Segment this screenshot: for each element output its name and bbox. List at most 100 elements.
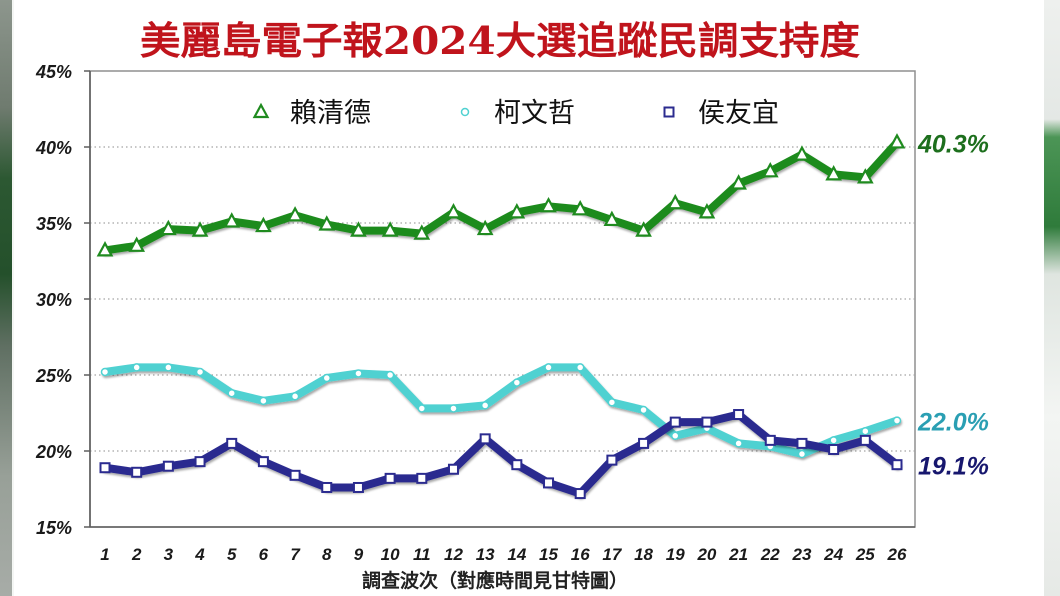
- x-tick-label: 15: [539, 545, 558, 564]
- x-tick-label: 11: [413, 545, 431, 564]
- x-axis-label: 調查波次（對應時間見甘特圖）: [362, 569, 628, 592]
- x-tick-label: 26: [887, 545, 907, 564]
- x-tick-label: 22: [760, 545, 780, 564]
- data-point-marker: [100, 367, 110, 377]
- data-point-marker: [476, 219, 494, 236]
- legend-marker: [663, 106, 675, 118]
- x-tick-label: 16: [571, 545, 590, 564]
- data-point-marker: [861, 426, 870, 436]
- end-value-label: 40.3%: [917, 130, 989, 158]
- x-tick-label: 4: [194, 545, 205, 564]
- data-point-marker: [828, 443, 840, 455]
- y-tick-label: 30%: [36, 290, 72, 310]
- x-tick-label: 2: [131, 545, 142, 564]
- axes: 15%20%25%30%35%40%45%1 2 3 4 5 6 7 8 9 10 11 12 13 14…: [35, 62, 915, 564]
- legend-item: 侯友宜: [641, 98, 779, 128]
- end-value-label: 19.1%: [918, 453, 989, 481]
- x-tick-label: 6: [259, 545, 269, 564]
- data-point-marker: [480, 401, 490, 410]
- data-point-marker: [761, 162, 779, 178]
- x-tick-label: 7: [290, 545, 301, 564]
- plot-grid: [89, 70, 916, 528]
- data-point-marker: [733, 409, 745, 421]
- x-tick-label: 19: [666, 545, 685, 564]
- data-point-marker: [449, 404, 458, 413]
- data-point-marker: [508, 203, 526, 219]
- x-tick-label: 25: [855, 545, 875, 564]
- data-point-marker: [417, 404, 427, 413]
- legend: 賴清德 柯文哲 侯友宜: [233, 98, 779, 128]
- end-value-label: 22.0%: [917, 409, 989, 437]
- data-point-marker: [669, 416, 681, 428]
- data-point-marker: [544, 363, 553, 372]
- y-tick-label: 45%: [35, 62, 72, 82]
- data-point-marker: [543, 477, 555, 489]
- x-tick-label: 20: [696, 545, 716, 564]
- data-point-marker: [132, 363, 141, 372]
- data-point-marker: [730, 174, 747, 190]
- data-point-marker: [321, 481, 333, 493]
- x-tick-label: 14: [507, 545, 526, 564]
- data-point-marker: [128, 236, 146, 252]
- data-point-marker: [575, 363, 585, 372]
- data-point-marker: [318, 215, 336, 231]
- x-tick-label: 24: [823, 545, 843, 564]
- data-point-marker: [639, 405, 648, 415]
- end-value-labels: 40.3% 22.0% 19.1%: [917, 130, 989, 480]
- data-point-marker: [194, 456, 206, 468]
- data-point-marker: [511, 459, 523, 471]
- legend-item: 賴清德: [233, 98, 371, 128]
- data-point-marker: [796, 437, 808, 449]
- x-tick-label: 5: [227, 545, 237, 564]
- data-point-marker: [195, 367, 205, 377]
- data-point-marker: [698, 203, 716, 219]
- legend-label: 侯友宜: [698, 98, 779, 128]
- y-tick-label: 15%: [36, 518, 72, 538]
- y-tick-label: 40%: [35, 138, 72, 158]
- data-point-marker: [160, 219, 177, 236]
- frame-right-edge: [1044, 0, 1060, 596]
- data-point-marker: [764, 434, 776, 446]
- data-point-marker: [286, 206, 304, 222]
- data-point-marker: [289, 469, 301, 481]
- data-point-marker: [352, 481, 364, 493]
- data-point-marker: [164, 363, 173, 372]
- data-point-marker: [381, 221, 399, 237]
- data-point-marker: [635, 221, 652, 237]
- data-point-marker: [888, 133, 906, 149]
- data-point-marker: [479, 433, 491, 445]
- data-point-marker: [607, 398, 617, 407]
- data-point-marker: [350, 221, 367, 237]
- data-point-marker: [891, 459, 903, 471]
- x-tick-label: 23: [791, 545, 811, 564]
- x-tick-label: 13: [476, 545, 495, 564]
- y-tick-label: 35%: [36, 214, 72, 234]
- data-point-marker: [734, 439, 743, 448]
- data-point-marker: [99, 462, 111, 474]
- data-point-marker: [574, 488, 586, 500]
- plot-area: [89, 70, 916, 528]
- data-point-marker: [859, 434, 871, 446]
- chart-title: 美麗島電子報2024大選追蹤民調支持度: [140, 18, 860, 63]
- x-tick-label: 1: [100, 545, 109, 564]
- data-point-marker: [385, 370, 395, 380]
- data-point-marker: [226, 437, 238, 449]
- data-point-marker: [191, 221, 209, 237]
- legend-marker: [460, 107, 470, 117]
- data-point-marker: [447, 463, 459, 475]
- data-point-marker: [670, 431, 680, 441]
- data-point-marker: [825, 165, 842, 181]
- y-tick-label: 25%: [35, 366, 72, 386]
- data-point-marker: [856, 168, 874, 184]
- frame-left-edge: [0, 0, 12, 596]
- data-point-marker: [793, 145, 811, 161]
- data-point-marker: [797, 449, 807, 459]
- data-point-marker: [666, 193, 684, 210]
- data-point-marker: [413, 224, 431, 240]
- legend-label: 賴清德: [290, 98, 371, 128]
- data-point-marker: [571, 200, 589, 216]
- data-point-marker: [603, 210, 621, 227]
- data-point-marker: [257, 456, 269, 468]
